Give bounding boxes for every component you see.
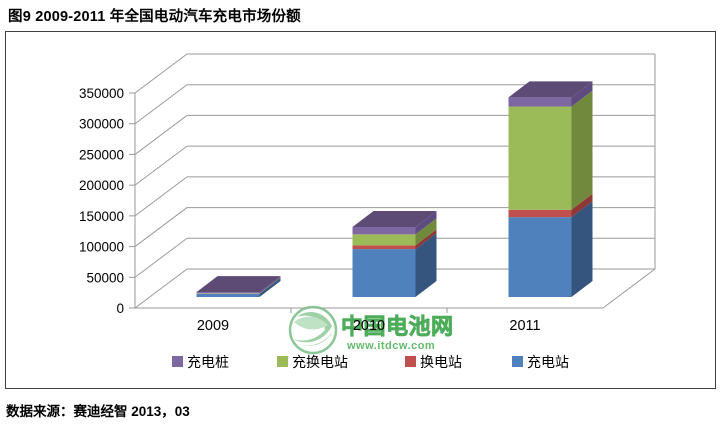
- value-axis-label: 150000: [79, 209, 124, 224]
- bar-segment: [508, 97, 572, 107]
- sidewall-gridline: [134, 207, 188, 247]
- category-axis-label: 2010: [353, 318, 385, 334]
- bar-segment-side: [571, 90, 593, 210]
- bar-segment-side: [415, 229, 437, 250]
- category-axis-labels: 2009 2010 2011: [197, 318, 541, 334]
- value-axis-label: 100000: [79, 240, 124, 255]
- bar-top-face: [352, 210, 437, 227]
- bar-segment-side: [415, 210, 437, 235]
- legend-label: 充电桩: [187, 354, 229, 370]
- legend-label: 换电站: [420, 354, 462, 370]
- legend-swatch: [405, 356, 416, 367]
- value-axis-label: 200000: [79, 178, 124, 193]
- bar-top-face: [196, 276, 281, 293]
- data-source-caption: 数据来源：赛迪经智 2013，03: [6, 404, 190, 419]
- legend-item-3: 换电站: [405, 354, 462, 370]
- value-axis-label: 0: [116, 301, 124, 316]
- value-axis-label: 300000: [79, 117, 124, 132]
- sidewall-gridline: [134, 53, 188, 94]
- bar-segment: [352, 226, 416, 235]
- bar-segment: [352, 245, 416, 250]
- sidewall-gridline: [134, 115, 188, 155]
- category-axis-label: 2011: [509, 318, 540, 334]
- value-axis-label: 250000: [79, 147, 124, 162]
- bar-segment: [196, 292, 260, 294]
- bar-segment: [508, 217, 572, 297]
- sidewall-gridline: [134, 268, 188, 309]
- bar-segment-side: [259, 276, 281, 294]
- bar-2009: [196, 276, 281, 297]
- bar-segment: [352, 234, 416, 246]
- sidewall-gridline: [134, 145, 188, 186]
- bar-segment-side: [571, 81, 593, 107]
- sidewall-gridline: [134, 84, 188, 125]
- floor-right-edge: [602, 268, 656, 309]
- legend-swatch: [172, 356, 183, 367]
- figure-title: 图9 2009-2011 年全国电动汽车充电市场份额: [8, 9, 301, 25]
- chart-frame: [5, 31, 716, 389]
- bar-segment-side: [571, 193, 593, 218]
- watermark-title: 中国电池网: [341, 314, 454, 339]
- legend: 充电桩 充换电站 换电站 充电站: [172, 354, 569, 370]
- bar-segment: [352, 249, 416, 297]
- bar-segment-side: [415, 233, 437, 297]
- legend-swatch: [277, 356, 288, 367]
- bar-2011: [508, 81, 593, 297]
- category-axis-label: 2009: [197, 318, 229, 334]
- watermark-url: www.itdcw.com: [346, 340, 435, 352]
- bars: [196, 81, 593, 297]
- bar-2010: [352, 210, 437, 297]
- legend-label: 充电站: [527, 354, 569, 370]
- legend-label: 充换电站: [292, 354, 348, 370]
- bar-segment: [196, 293, 260, 297]
- bar-segment-side: [259, 277, 281, 297]
- sidewall-gridline: [134, 237, 188, 278]
- value-axis-label: 50000: [86, 270, 124, 285]
- legend-swatch: [512, 356, 523, 367]
- watermark-globe-icon: [288, 305, 338, 355]
- bar-segment-side: [259, 277, 281, 294]
- bar-segment-side: [571, 201, 593, 297]
- value-axis-label: 350000: [79, 86, 124, 101]
- legend-item-1: 充电桩: [172, 354, 229, 370]
- bar-segment-side: [415, 218, 437, 246]
- bar-segment: [508, 209, 572, 218]
- value-axis-labels: 0 50000 100000 150000 200000 250000 300000 3500…: [79, 86, 124, 316]
- bar-top-face: [508, 81, 593, 98]
- bar-segment-side: [259, 277, 281, 294]
- sidewall-gridline: [134, 176, 188, 217]
- legend-item-4: 充电站: [512, 354, 569, 370]
- bar-segment: [508, 106, 572, 210]
- legend-item-2: 充换电站: [277, 354, 348, 370]
